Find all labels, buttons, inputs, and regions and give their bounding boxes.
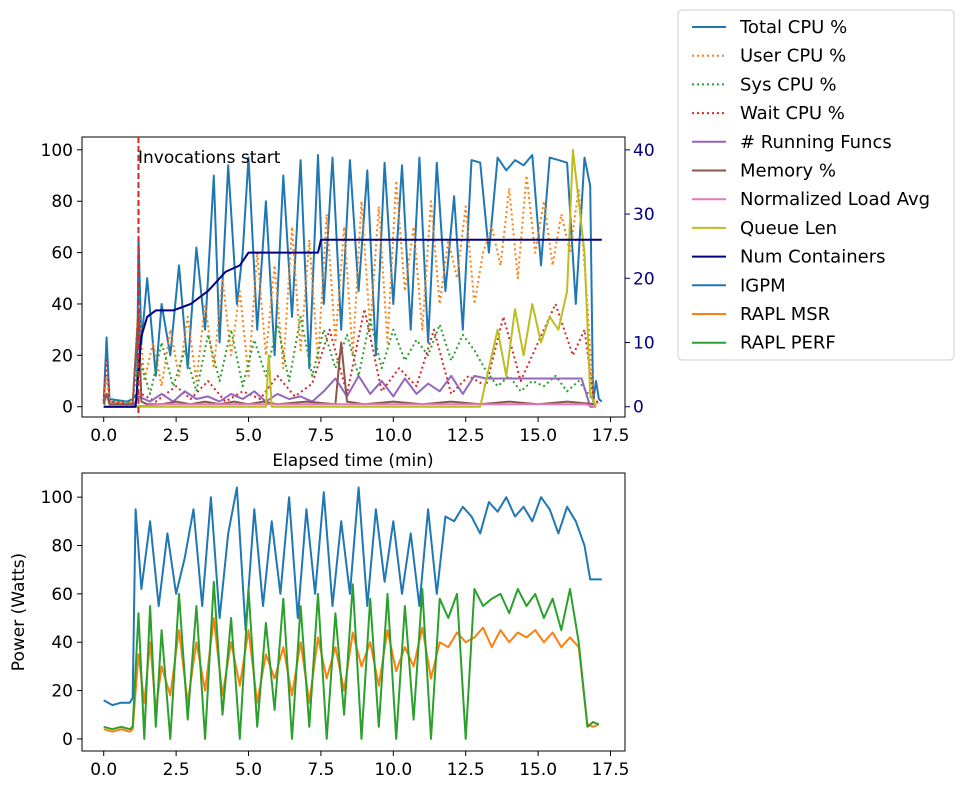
bottom-x-tick-label: 2.5 <box>163 760 190 780</box>
legend-label-normalized-load-avg: Normalized Load Avg <box>740 189 930 210</box>
legend-label-queue-len: Queue Len <box>740 218 837 239</box>
invocations-start-annotation: Invocations start <box>138 148 281 168</box>
bottom-y-tick-label: 0 <box>62 730 73 750</box>
top-series-queue-len <box>103 148 597 408</box>
bottom-y-tick-label: 80 <box>51 537 73 557</box>
top-series-total-cpu <box>102 154 603 403</box>
legend-label-sys-cpu: Sys CPU % <box>740 74 837 95</box>
bottom-y-tick-label: 100 <box>41 488 73 508</box>
bottom-chart-panel: 0.0 2.5 5.0 7.5 10.0 12.5 15.0 17.5 0 20 40 60 80 10… <box>9 472 629 780</box>
bottom-y-axis: 0 20 40 60 80 100 <box>41 488 82 750</box>
top-y-axis: 0 20 40 60 80 100 <box>41 141 82 418</box>
top-y2-axis: 0 10 20 30 40 <box>625 141 655 418</box>
bottom-y-tick-label: 40 <box>51 633 73 653</box>
bottom-plot-area <box>81 472 626 752</box>
bottom-x-tick-label: 7.5 <box>307 760 334 780</box>
top-x-tick-label: 12.5 <box>447 426 485 446</box>
top-series-memory <box>102 308 597 406</box>
top-x-tick-label: 7.5 <box>307 426 334 446</box>
bottom-x-tick-label: 15.0 <box>519 760 557 780</box>
top-chart-panel: 0.0 2.5 5.0 7.5 10.0 12.5 15.0 17.5 0 20 40 60 80 10… <box>41 136 655 471</box>
top-y-tick-label: 100 <box>41 141 73 161</box>
top-x-tick-label: 15.0 <box>519 426 557 446</box>
legend-label-running-funcs: # Running Funcs <box>740 132 892 153</box>
top-y-tick-label: 60 <box>51 244 73 264</box>
top-series-sys-cpu <box>103 315 597 406</box>
top-series-running-funcs <box>103 374 596 408</box>
top-y2-tick-label: 10 <box>633 334 655 354</box>
top-x-tick-label: 10.0 <box>374 426 412 446</box>
legend-label-total-cpu: Total CPU % <box>739 17 847 38</box>
bottom-x-tick-label: 5.0 <box>235 760 262 780</box>
top-plot-area <box>81 136 626 418</box>
top-x-axis-label: Elapsed time (min) <box>272 451 433 471</box>
top-x-tick-label: 17.5 <box>592 426 630 446</box>
legend-label-rapl-msr: RAPL MSR <box>740 304 830 325</box>
bottom-x-tick-label: 0.0 <box>90 760 117 780</box>
bottom-x-tick-label: 12.5 <box>447 760 485 780</box>
top-x-tick-label: 0.0 <box>90 426 117 446</box>
top-y-tick-label: 20 <box>51 346 73 366</box>
legend-label-igpm: IGPM <box>740 275 786 296</box>
legend-label-wait-cpu: Wait CPU % <box>740 103 845 124</box>
top-series-normalized-load-avg <box>103 403 597 408</box>
legend-label-memory: Memory % <box>740 161 836 182</box>
top-y-tick-label: 40 <box>51 295 73 315</box>
top-x-tick-label: 5.0 <box>235 426 262 446</box>
bottom-x-axis: 0.0 2.5 5.0 7.5 10.0 12.5 15.0 17.5 <box>90 751 629 780</box>
legend-label-num-containers: Num Containers <box>740 247 885 268</box>
bottom-series-igpm <box>103 486 602 707</box>
legend: Total CPU % User CPU % Sys CPU % Wait CPU %… <box>677 9 955 361</box>
bottom-x-tick-label: 10.0 <box>374 760 412 780</box>
legend-label-user-cpu: User CPU % <box>740 46 846 67</box>
top-y-tick-label: 80 <box>51 192 73 212</box>
bottom-y-axis-label: Power (Watts) <box>9 553 29 671</box>
top-y2-tick-label: 40 <box>633 141 655 161</box>
legend-label-rapl-perf: RAPL PERF <box>740 333 836 354</box>
top-x-axis: 0.0 2.5 5.0 7.5 10.0 12.5 15.0 17.5 <box>90 417 629 446</box>
bottom-y-tick-label: 20 <box>51 682 73 702</box>
top-y2-tick-label: 20 <box>633 269 655 289</box>
legend-box <box>677 9 955 361</box>
top-series-num-containers <box>103 238 602 408</box>
top-x-tick-label: 2.5 <box>163 426 190 446</box>
bottom-series-rapl-perf <box>103 580 600 740</box>
top-y-tick-label: 0 <box>62 398 73 418</box>
top-y2-tick-label: 30 <box>633 205 655 225</box>
bottom-series-rapl-msr <box>103 617 600 733</box>
top-y2-tick-label: 0 <box>633 398 644 418</box>
bottom-x-tick-label: 17.5 <box>592 760 630 780</box>
bottom-y-tick-label: 60 <box>51 585 73 605</box>
